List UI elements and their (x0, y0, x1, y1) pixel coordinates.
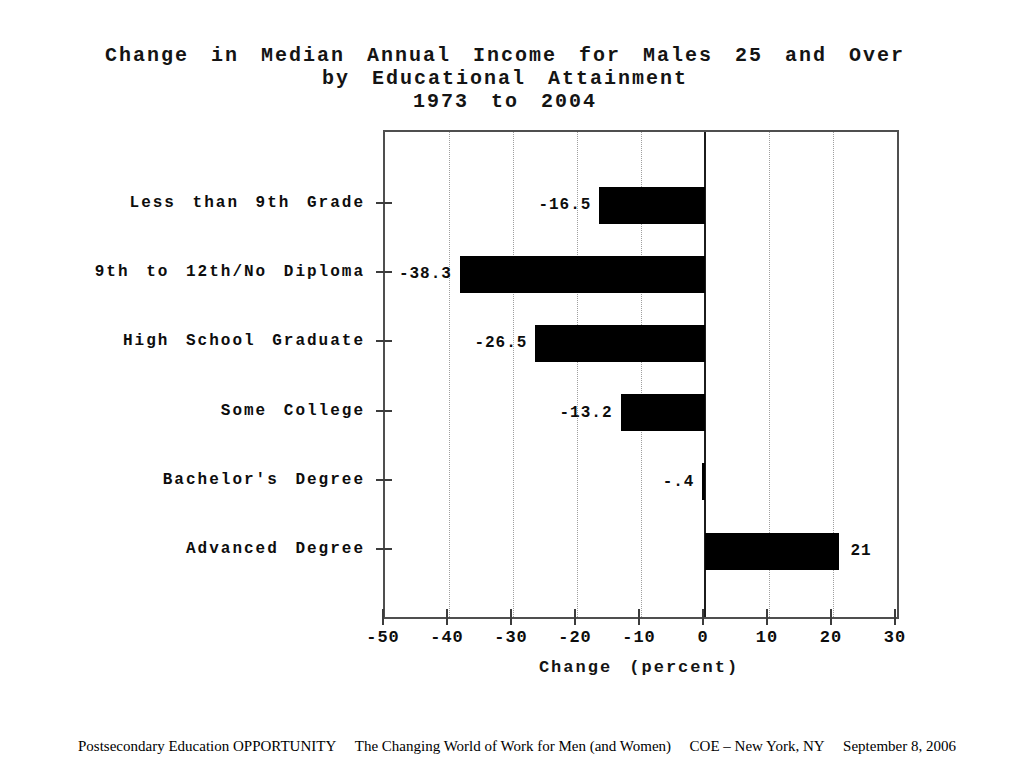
x-axis-tick (702, 609, 704, 625)
x-axis-tick (830, 609, 832, 625)
category-label: Bachelor's Degree (163, 471, 365, 489)
chart-title: Change in Median Annual Income for Males… (0, 44, 1010, 113)
gridline (513, 132, 514, 617)
y-axis-tick (376, 410, 392, 412)
y-axis-tick (376, 340, 392, 342)
bar-value-label: -13.2 (560, 404, 613, 422)
x-axis-tick (638, 609, 640, 625)
x-axis-tick-label: 30 (855, 628, 935, 647)
x-axis-tick (894, 609, 896, 625)
category-label: High School Graduate (123, 332, 365, 350)
bar (705, 533, 839, 570)
bar (460, 256, 705, 293)
chart-title-line-3: 1973 to 2004 (0, 90, 1010, 113)
chart-title-line-2: by Educational Attainment (0, 67, 1010, 90)
x-axis-tick (446, 609, 448, 625)
bar (621, 394, 705, 431)
y-axis-tick (376, 479, 392, 481)
chart-title-line-1: Change in Median Annual Income for Males… (0, 44, 1010, 67)
gridline (449, 132, 450, 617)
category-label: Some College (221, 402, 365, 420)
x-axis-tick (382, 609, 384, 625)
bar-value-label: -16.5 (538, 196, 591, 214)
footer-location: COE – New York, NY (690, 738, 825, 755)
footer-presentation-title: The Changing World of Work for Men (and … (355, 738, 671, 755)
x-axis-title: Change (percent) (383, 658, 895, 677)
category-label: 9th to 12th/No Diploma (95, 263, 365, 281)
y-axis-tick (376, 548, 392, 550)
bar (702, 463, 705, 500)
plot-area: -16.5 -38.3 -26.5 -13.2 -.4 21 (383, 130, 899, 619)
x-axis-tick (766, 609, 768, 625)
bar (599, 187, 705, 224)
x-axis-tick (574, 609, 576, 625)
category-label: Less than 9th Grade (130, 194, 365, 212)
slide: Change in Median Annual Income for Males… (0, 0, 1024, 768)
bar-value-label: -.4 (663, 473, 695, 491)
bar-value-label: -38.3 (399, 265, 452, 283)
bar-value-label: -26.5 (474, 334, 527, 352)
bar-value-label: 21 (850, 542, 871, 560)
y-axis-tick (376, 271, 392, 273)
bar (535, 325, 705, 362)
footer-date: September 8, 2006 (843, 738, 956, 755)
x-axis-tick (510, 609, 512, 625)
footer-source: Postsecondary Education OPPORTUNITY (78, 738, 336, 755)
y-axis-tick (376, 202, 392, 204)
footer: Postsecondary Education OPPORTUNITY The … (78, 738, 956, 755)
category-label: Advanced Degree (186, 540, 365, 558)
